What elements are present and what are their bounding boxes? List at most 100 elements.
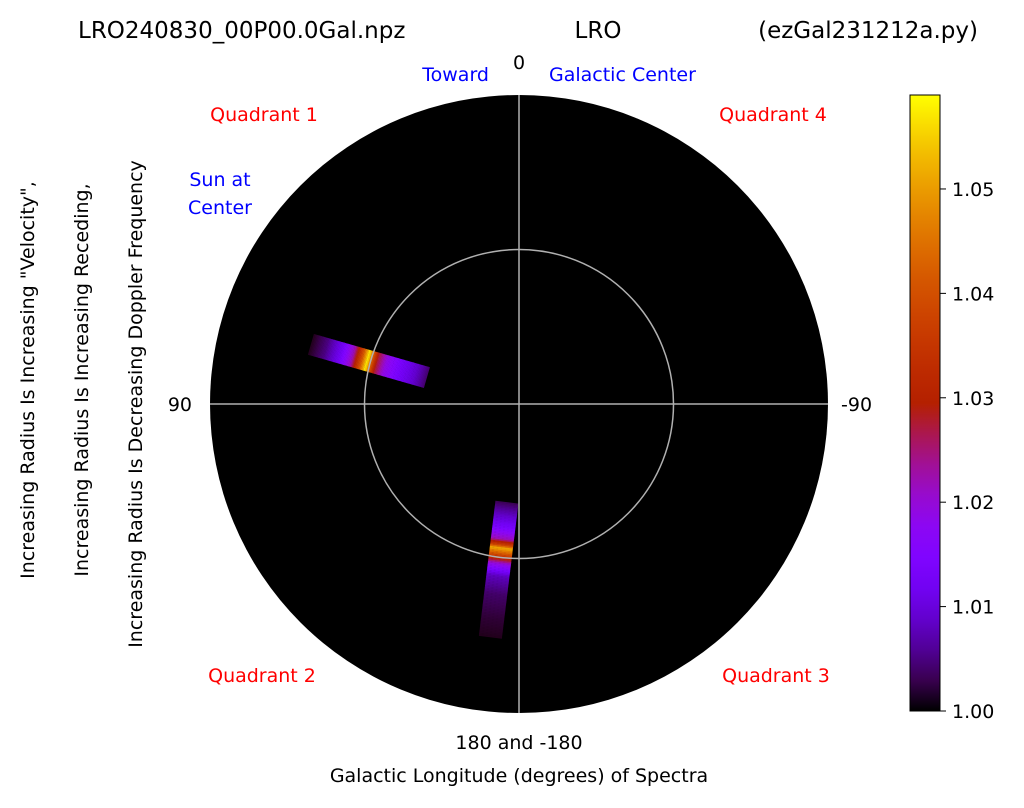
heatmap-cell (355, 347, 363, 369)
heatmap-cell (386, 356, 394, 378)
heatmap-cell (387, 356, 396, 378)
heatmap-cell (480, 619, 504, 624)
angle-label-0: 0 (513, 52, 525, 74)
colorbar-tick-label: 1.05 (952, 179, 994, 201)
heatmap-cell (485, 581, 509, 587)
heatmap-cell (327, 339, 335, 361)
heatmap-cell (345, 344, 353, 366)
heatmap-cell (398, 359, 406, 381)
heatmap-cell (413, 364, 421, 386)
heatmap-cell (394, 358, 402, 380)
heatmap-cell (481, 614, 505, 620)
heatmap-cell (481, 616, 505, 621)
heatmap-cell (486, 574, 510, 579)
heatmap-cell (332, 340, 340, 363)
heatmap-cell (382, 355, 390, 377)
heatmap-cell (364, 350, 372, 372)
heatmap-cell (325, 339, 334, 361)
heatmap-cell (493, 517, 517, 522)
title-script: (ezGal231212a.py) (758, 18, 978, 44)
heatmap-cell (483, 598, 507, 603)
colorbar (909, 94, 941, 712)
heatmap-cell (350, 346, 358, 368)
heatmap-cell (360, 349, 369, 371)
heatmap-cell (484, 586, 508, 591)
heatmap-cell (484, 587, 508, 593)
annotation-quadrant-1: Quadrant 1 (210, 104, 318, 126)
heatmap-cell (483, 596, 507, 602)
heatmap-cell (494, 508, 518, 513)
heatmap-cell (376, 353, 384, 375)
heatmap-cell (399, 360, 407, 382)
xlabel: Galactic Longitude (degrees) of Spectra (330, 765, 708, 787)
heatmap-cell (307, 333, 316, 356)
title-file: LRO240830_00P00.0Gal.npz (78, 18, 405, 44)
heatmap-cell (313, 335, 321, 357)
heatmap-cell (395, 359, 403, 381)
heatmap-cell (483, 593, 507, 599)
heatmap-cell (482, 605, 506, 611)
colorbar-ticks: 1.00 1.01 1.02 1.03 1.04 1.05 (940, 179, 994, 723)
heatmap-cell (412, 363, 420, 385)
heatmap-cell (482, 602, 506, 608)
heatmap-cell (485, 580, 509, 585)
heatmap-cell (489, 547, 513, 552)
heatmap-cell (377, 353, 385, 376)
heatmap-cell (391, 357, 399, 380)
heatmap-cell (488, 556, 512, 561)
heatmap-cell (487, 565, 511, 570)
annotation-sun-line1: Sun at (189, 169, 250, 191)
heatmap-cell (310, 334, 318, 356)
heatmap-cell (489, 544, 514, 549)
heatmap-cell (490, 541, 514, 546)
heatmap-cell (485, 583, 509, 588)
heatmap-cell (338, 342, 347, 364)
heatmap-cell (491, 532, 515, 537)
heatmap-cell (483, 595, 507, 600)
heatmap-cell (486, 572, 510, 578)
heatmap-cell (489, 545, 513, 551)
heatmap-cell (489, 551, 513, 557)
heatmap-cell (479, 632, 503, 638)
heatmap-cell (336, 342, 344, 364)
heatmap-cell (356, 348, 365, 370)
heatmap-cell (389, 357, 397, 379)
heatmap-cell (495, 500, 519, 506)
heatmap-cell (334, 341, 343, 363)
heatmap-cell (491, 527, 516, 533)
heatmap-cell (488, 559, 512, 564)
heatmap-cell (495, 502, 519, 507)
heatmap-cell (487, 568, 511, 573)
heatmap-cell (487, 562, 511, 567)
ylabel-line-2: Increasing Radius Is Increasing Receding… (71, 183, 93, 576)
heatmap-cell (359, 348, 367, 370)
annotation-quadrant-4: Quadrant 4 (719, 104, 827, 126)
heatmap-cell (490, 538, 514, 543)
heatmap-cell (482, 604, 506, 609)
heatmap-cell (480, 625, 504, 630)
heatmap-cell (487, 563, 511, 569)
annotation-galactic-center: Galactic Center (549, 64, 696, 86)
colorbar-tick-label: 1.01 (952, 597, 994, 619)
heatmap-cell (417, 365, 425, 387)
heatmap-cell (314, 335, 322, 357)
heatmap-cell (487, 560, 512, 566)
heatmap-cell (374, 353, 383, 375)
angle-label-minus-90: -90 (841, 394, 872, 416)
heatmap-cell (483, 599, 507, 605)
heatmap-cell (401, 360, 410, 383)
ylabel-line-1: Increasing Radius Is Increasing "Velocit… (17, 181, 39, 579)
colorbar-tick-label: 1.00 (952, 701, 994, 723)
heatmap-cell (358, 348, 366, 370)
heatmap-cell (323, 338, 331, 360)
heatmap-cell (491, 533, 515, 539)
angle-label-90: 90 (168, 394, 192, 416)
heatmap-cell (322, 338, 330, 360)
heatmap-cell (480, 617, 505, 623)
heatmap-cell (493, 518, 517, 524)
heatmap-cell (329, 340, 338, 362)
heatmap-cell (407, 362, 415, 384)
heatmap-cell (404, 361, 412, 383)
heatmap-cell (479, 628, 503, 633)
